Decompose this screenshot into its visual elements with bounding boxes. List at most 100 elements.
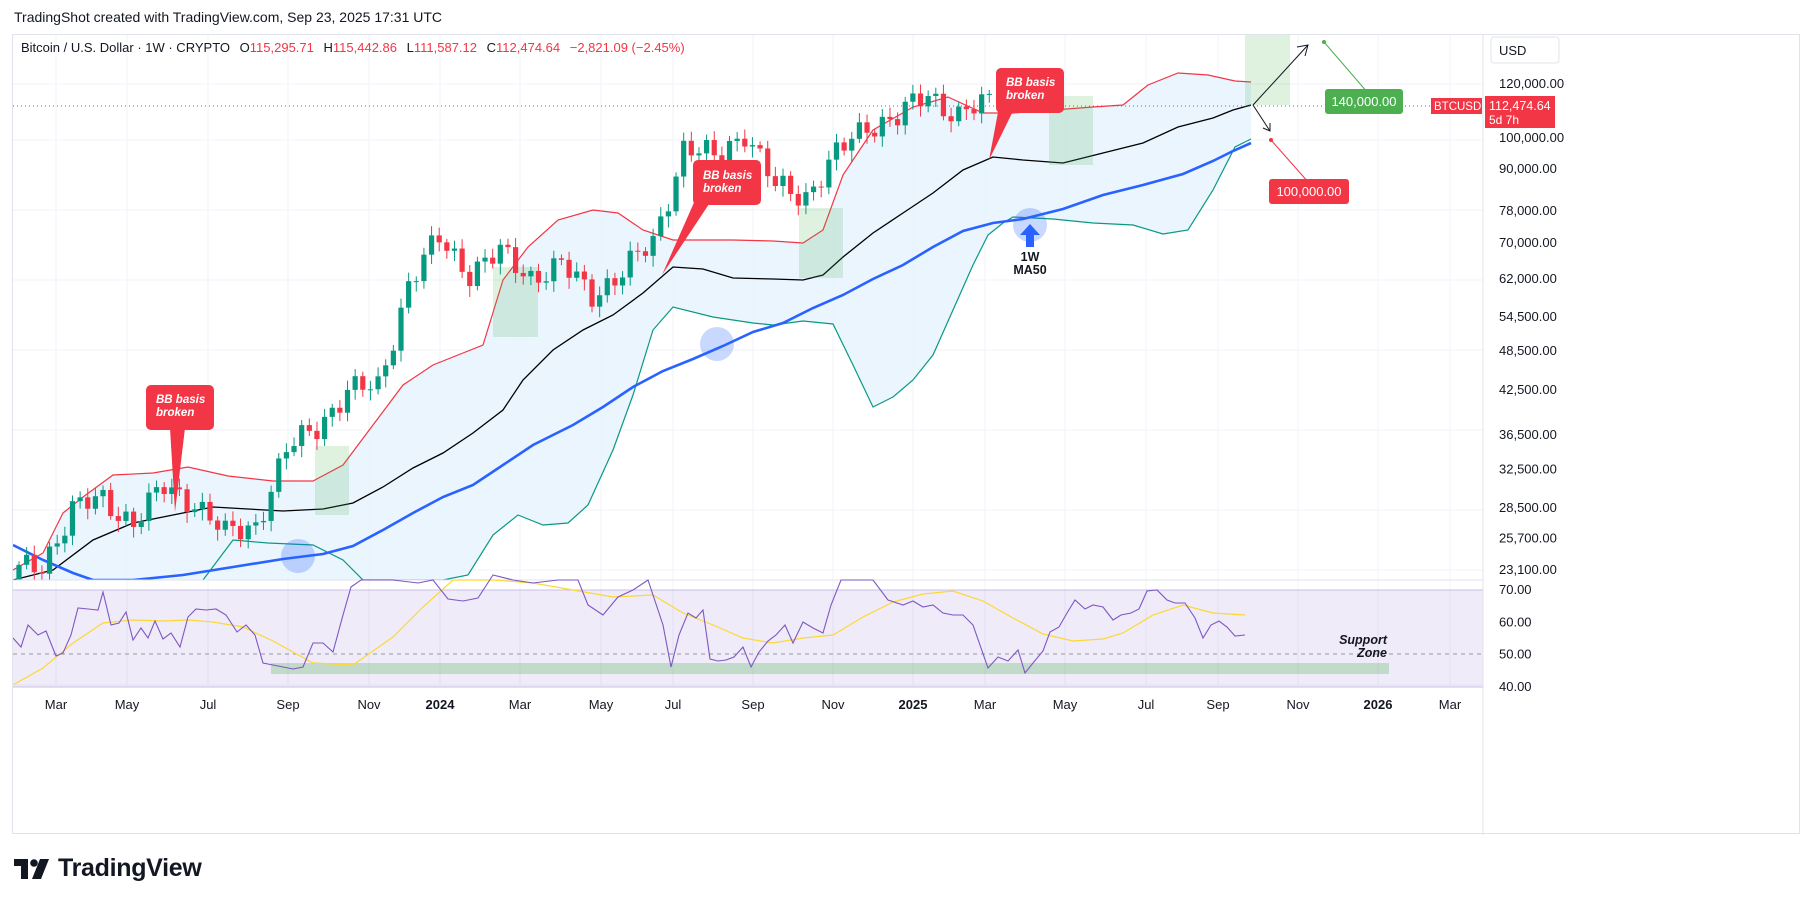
candle-body	[742, 138, 748, 147]
candle-body	[123, 511, 129, 521]
candle-body	[283, 452, 289, 459]
candle-body	[979, 94, 985, 114]
rsi-tick-0: 70.00	[1499, 582, 1532, 597]
candle-body	[62, 535, 68, 544]
price-tick-1: 100,000.00	[1499, 130, 1564, 145]
candle-body	[146, 492, 152, 522]
candle-body	[704, 140, 710, 154]
rsi-ticks: 70.00 60.00 50.00 40.00	[1499, 582, 1532, 694]
candle-body	[696, 153, 702, 156]
candle-body	[276, 458, 282, 492]
ma50-arrow-icon	[1020, 224, 1040, 247]
rsi-tick-2: 50.00	[1499, 647, 1532, 662]
candle-body	[444, 242, 450, 251]
candle-body	[92, 496, 98, 509]
tradingview-logo[interactable]: TradingView	[14, 854, 202, 883]
candle-body	[589, 279, 595, 307]
price-tick-12: 25,700.00	[1499, 531, 1557, 546]
candle-body	[917, 93, 924, 107]
candle-body	[910, 93, 916, 102]
candle-body	[963, 106, 969, 110]
rsi-ma-line	[12, 579, 1246, 686]
target-down-leader	[1270, 139, 1310, 184]
candle-body	[780, 175, 786, 186]
candle-body	[528, 270, 534, 277]
target-down-tag	[1269, 179, 1349, 204]
chart-caption: TradingShot created with TradingView.com…	[14, 9, 443, 25]
last-price-tag	[1485, 96, 1555, 128]
candle-body	[505, 244, 511, 248]
candle-body	[895, 119, 901, 126]
candle-body	[887, 116, 893, 120]
candle-body	[772, 176, 778, 186]
candle-body	[421, 254, 427, 282]
bb-lower-line	[202, 138, 1252, 580]
time-label-14: Jul	[1138, 697, 1155, 712]
candle-body	[650, 236, 656, 256]
svg-text:BB basis: BB basis	[703, 170, 752, 182]
candle-body	[482, 257, 488, 262]
candle-body	[818, 186, 824, 188]
legend-symbol: Bitcoin / U.S. Dollar · 1W · CRYPTO	[21, 40, 230, 55]
price-tick-5: 62,000.00	[1499, 271, 1557, 286]
symbol-tag	[1431, 98, 1482, 114]
candle-body	[520, 272, 526, 277]
candle-body	[757, 145, 763, 149]
candle-body	[398, 307, 404, 351]
candle-body	[253, 522, 259, 526]
candle-body	[31, 554, 37, 573]
support-zone	[271, 663, 1389, 674]
candle-body	[497, 244, 503, 264]
candle-body	[306, 425, 312, 431]
currency-button[interactable]	[1490, 36, 1560, 64]
candle-body	[971, 109, 977, 114]
time-label-2: Jul	[200, 697, 217, 712]
candle-body	[314, 430, 320, 440]
callout-bb-basis-1: BB basis broken	[146, 385, 214, 512]
candle-body	[428, 235, 435, 255]
ma50-label-1: 1W	[1021, 250, 1040, 264]
candle-body	[108, 489, 114, 517]
candle-body	[352, 376, 358, 390]
candle-body	[245, 525, 251, 540]
price-tick-8: 42,500.00	[1499, 382, 1557, 397]
candle-body	[329, 407, 335, 417]
candle-body	[948, 116, 954, 122]
candle-body	[237, 525, 244, 540]
candle-body	[551, 258, 557, 282]
candle-body	[291, 446, 297, 453]
candle-body	[215, 520, 221, 530]
time-label-5: 2024	[426, 697, 456, 712]
time-label-9: Sep	[741, 697, 764, 712]
candle-body	[833, 142, 840, 160]
candle-body	[940, 93, 947, 117]
candle-body	[711, 140, 717, 156]
candle-body	[719, 155, 725, 161]
candle-body	[765, 148, 771, 177]
candle-body	[115, 516, 121, 521]
svg-text:broken: broken	[703, 183, 741, 195]
candle-body	[390, 350, 396, 366]
price-tick-6: 54,500.00	[1499, 309, 1557, 324]
candle-body	[826, 159, 832, 188]
candle-body	[810, 186, 817, 193]
candle-body	[933, 93, 939, 97]
candle-body	[360, 376, 366, 390]
ma50-line	[13, 141, 1252, 580]
candle-body	[635, 250, 641, 252]
rsi-line	[12, 574, 1246, 675]
candle-body	[337, 407, 343, 413]
candle-body	[849, 138, 855, 151]
price-tick-0: 120,000.00	[1499, 76, 1564, 91]
time-labels: Mar May Jul Sep Nov 2024 Mar May Jul Sep Nov 2025 Ma…	[45, 697, 1462, 712]
candle-body	[169, 487, 175, 495]
price-tick-13: 23,100.00	[1499, 562, 1557, 577]
candle-body	[100, 489, 106, 497]
target-up-text: 140,000.00	[1331, 94, 1396, 109]
bb-basis-line	[13, 104, 1252, 580]
candle-body	[54, 543, 60, 547]
candle-body	[604, 278, 610, 296]
currency-label: USD	[1499, 43, 1526, 58]
candle-body	[956, 106, 962, 122]
candle-body	[856, 122, 862, 139]
